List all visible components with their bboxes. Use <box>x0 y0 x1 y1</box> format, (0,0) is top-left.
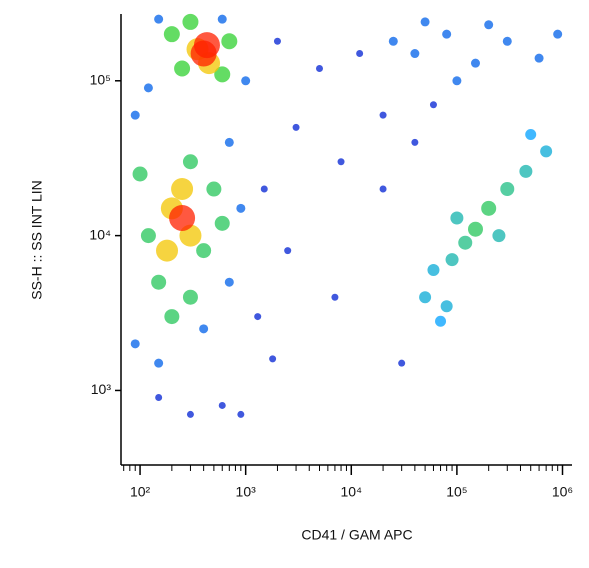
data-point <box>273 37 281 45</box>
data-point <box>186 410 194 418</box>
data-point <box>140 228 156 244</box>
data-point <box>169 204 196 231</box>
data-point <box>164 309 180 325</box>
x-axis-label: CD41 / GAM APC <box>301 527 412 543</box>
data-point <box>398 359 406 367</box>
data-point <box>315 65 323 73</box>
data-point <box>182 289 198 305</box>
x-tick-label: 10⁵ <box>446 484 467 500</box>
data-point <box>442 29 452 39</box>
data-point <box>218 401 226 409</box>
data-point <box>224 137 234 147</box>
data-point <box>540 145 553 158</box>
data-point <box>419 291 432 304</box>
data-point <box>154 14 164 24</box>
data-point <box>331 293 339 301</box>
data-point <box>174 60 191 77</box>
data-point <box>221 33 238 50</box>
data-point <box>470 58 480 68</box>
data-point <box>214 215 230 231</box>
data-point <box>196 243 212 259</box>
x-tick-label: 10² <box>130 484 151 500</box>
data-point <box>553 29 563 39</box>
data-point <box>163 26 180 43</box>
data-point <box>155 394 163 402</box>
plot-area <box>130 13 563 418</box>
data-point <box>260 185 268 193</box>
data-point <box>254 313 262 321</box>
data-point <box>429 101 437 109</box>
data-point <box>171 178 194 201</box>
data-point <box>410 49 420 59</box>
data-point <box>525 128 537 140</box>
data-point <box>182 13 199 30</box>
data-point <box>388 36 398 46</box>
y-tick-label: 10³ <box>91 381 112 397</box>
data-point <box>502 36 512 46</box>
data-point <box>156 239 179 262</box>
data-point <box>151 274 167 290</box>
data-point <box>132 166 148 182</box>
x-tick-label: 10⁴ <box>340 484 362 500</box>
data-point <box>154 358 164 368</box>
data-point <box>284 247 292 255</box>
data-point <box>337 158 345 166</box>
data-point <box>236 203 246 213</box>
data-point <box>224 277 234 287</box>
data-point <box>484 20 494 30</box>
data-point <box>500 182 515 197</box>
data-point <box>214 66 231 83</box>
data-point <box>440 300 453 313</box>
data-point <box>519 164 533 178</box>
data-point <box>427 263 440 276</box>
data-point <box>356 50 364 58</box>
y-tick-label: 10⁴ <box>89 226 111 242</box>
data-point <box>379 185 387 193</box>
data-point <box>143 83 153 93</box>
data-point <box>450 211 464 225</box>
x-tick-label: 10⁶ <box>552 484 573 500</box>
data-point <box>534 53 544 63</box>
data-point <box>182 154 198 170</box>
data-point <box>458 235 473 250</box>
y-tick-label: 10⁵ <box>90 71 111 87</box>
data-point <box>452 76 462 86</box>
data-point <box>269 355 277 363</box>
data-point <box>237 410 245 418</box>
data-point <box>435 315 447 327</box>
data-point <box>199 324 209 334</box>
data-point <box>292 123 300 131</box>
data-point <box>130 339 140 349</box>
data-point <box>379 111 387 119</box>
data-point <box>420 17 430 27</box>
data-point <box>467 221 483 237</box>
data-point <box>206 181 222 197</box>
data-point <box>241 76 251 86</box>
y-axis-label: SS-H :: SS INT LIN <box>29 180 45 300</box>
data-point <box>445 253 459 267</box>
data-point <box>130 110 140 120</box>
data-point <box>217 14 227 24</box>
x-tick-label: 10³ <box>236 484 257 500</box>
data-point <box>481 200 497 216</box>
data-point <box>193 32 220 59</box>
data-point <box>492 229 506 243</box>
data-point <box>411 138 419 146</box>
